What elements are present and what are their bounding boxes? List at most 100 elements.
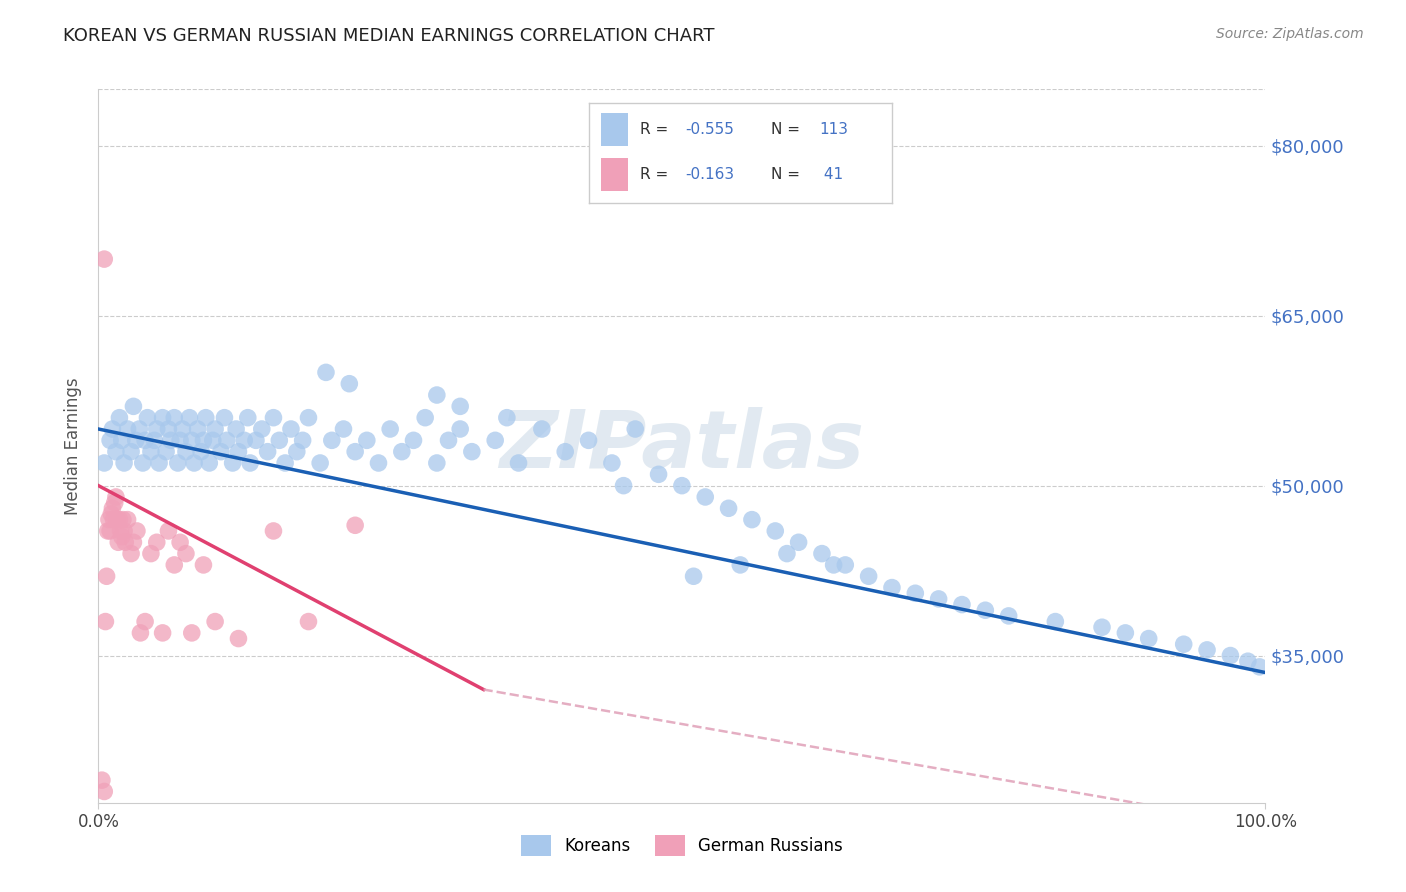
- Point: [344, 444, 367, 458]
- Point: [125, 524, 148, 538]
- Point: [125, 434, 148, 448]
- Point: [122, 535, 145, 549]
- Point: [90, 773, 112, 788]
- Point: [96, 569, 118, 583]
- Point: [204, 615, 226, 629]
- Text: -0.555: -0.555: [686, 122, 734, 137]
- Point: [578, 434, 600, 448]
- Point: [93, 456, 115, 470]
- FancyBboxPatch shape: [600, 113, 628, 146]
- Point: [104, 490, 127, 504]
- Point: [157, 422, 180, 436]
- Point: [274, 456, 297, 470]
- Point: [152, 410, 174, 425]
- Legend: Koreans, German Russians: Koreans, German Russians: [515, 829, 849, 863]
- Point: [484, 434, 506, 448]
- Point: [236, 410, 259, 425]
- Point: [337, 376, 360, 391]
- Point: [262, 410, 284, 425]
- Text: N =: N =: [770, 168, 804, 182]
- Point: [174, 547, 197, 561]
- Point: [256, 444, 278, 458]
- Point: [508, 456, 530, 470]
- Point: [1045, 615, 1067, 629]
- Point: [101, 422, 124, 436]
- Point: [344, 518, 367, 533]
- Point: [103, 513, 125, 527]
- Point: [172, 422, 194, 436]
- Point: [624, 422, 647, 436]
- Point: [174, 444, 197, 458]
- Point: [285, 444, 308, 458]
- Point: [215, 434, 238, 448]
- Point: [132, 456, 155, 470]
- Point: [146, 422, 169, 436]
- Point: [187, 422, 209, 436]
- Point: [461, 444, 484, 458]
- Point: [148, 456, 170, 470]
- Text: R =: R =: [640, 168, 673, 182]
- Point: [928, 591, 950, 606]
- Point: [858, 569, 880, 583]
- Point: [112, 524, 135, 538]
- Point: [269, 434, 291, 448]
- Point: [117, 513, 139, 527]
- Point: [107, 535, 129, 549]
- Point: [1114, 626, 1136, 640]
- Point: [495, 410, 517, 425]
- Point: [122, 400, 145, 414]
- Point: [120, 444, 142, 458]
- Text: -0.163: -0.163: [686, 168, 735, 182]
- Point: [834, 558, 856, 572]
- Point: [1249, 660, 1271, 674]
- Point: [426, 388, 449, 402]
- Point: [101, 501, 124, 516]
- Point: [233, 434, 256, 448]
- Point: [111, 530, 134, 544]
- Point: [139, 547, 162, 561]
- Point: [600, 456, 623, 470]
- Point: [262, 524, 284, 538]
- Point: [111, 434, 134, 448]
- Point: [180, 626, 202, 640]
- Point: [134, 434, 156, 448]
- Point: [332, 422, 354, 436]
- Point: [695, 490, 717, 504]
- Point: [97, 513, 120, 527]
- Point: [904, 586, 927, 600]
- Point: [950, 598, 973, 612]
- Point: [741, 513, 763, 527]
- Point: [437, 434, 460, 448]
- Point: [1237, 654, 1260, 668]
- Point: [1091, 620, 1114, 634]
- Point: [228, 444, 250, 458]
- Point: [228, 632, 250, 646]
- Point: [413, 410, 436, 425]
- Point: [378, 422, 402, 436]
- Point: [104, 495, 127, 509]
- Point: [193, 434, 215, 448]
- Point: [297, 410, 319, 425]
- Point: [214, 410, 236, 425]
- Point: [245, 434, 267, 448]
- Point: [105, 513, 128, 527]
- Point: [1195, 643, 1218, 657]
- Point: [143, 434, 166, 448]
- Point: [225, 422, 247, 436]
- Point: [613, 478, 636, 492]
- Point: [114, 535, 136, 549]
- Point: [180, 434, 202, 448]
- Point: [221, 456, 243, 470]
- Point: [823, 558, 845, 572]
- Point: [129, 626, 152, 640]
- Point: [880, 581, 903, 595]
- Point: [239, 456, 262, 470]
- Point: [291, 434, 314, 448]
- Point: [93, 252, 115, 266]
- Point: [997, 608, 1019, 623]
- Point: [776, 547, 799, 561]
- Point: [402, 434, 425, 448]
- Point: [108, 410, 131, 425]
- Point: [93, 784, 115, 798]
- Point: [321, 434, 343, 448]
